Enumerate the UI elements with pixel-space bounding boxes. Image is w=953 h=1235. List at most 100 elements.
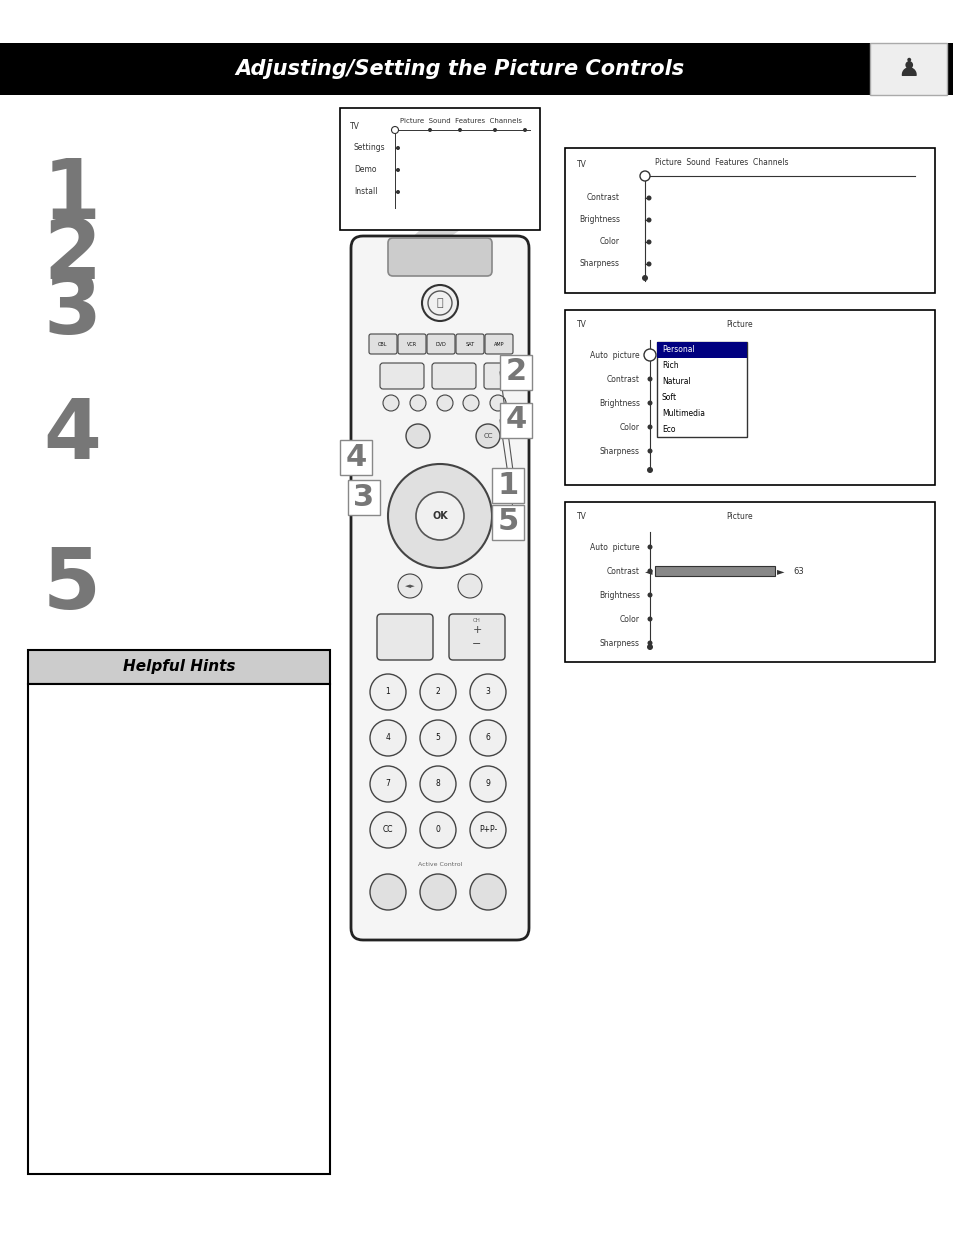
Text: CC: CC bbox=[483, 433, 493, 438]
Text: ⏻: ⏻ bbox=[436, 298, 443, 308]
Text: −: − bbox=[472, 638, 481, 650]
Circle shape bbox=[457, 574, 481, 598]
Circle shape bbox=[397, 574, 421, 598]
Text: 7: 7 bbox=[385, 779, 390, 788]
Circle shape bbox=[641, 275, 647, 282]
Text: CH: CH bbox=[473, 618, 480, 622]
Circle shape bbox=[370, 766, 406, 802]
Bar bbox=[657, 342, 746, 437]
Bar bbox=[348, 480, 379, 515]
Text: 5: 5 bbox=[436, 734, 440, 742]
Text: +: + bbox=[472, 625, 481, 635]
Text: Multimedia: Multimedia bbox=[661, 409, 704, 417]
Text: ♟: ♟ bbox=[896, 57, 919, 82]
Text: TV: TV bbox=[577, 513, 586, 521]
FancyBboxPatch shape bbox=[379, 363, 423, 389]
Text: CC: CC bbox=[382, 825, 393, 835]
Text: Settings: Settings bbox=[354, 143, 385, 152]
Circle shape bbox=[416, 492, 463, 540]
Text: Brightness: Brightness bbox=[598, 590, 639, 599]
Bar bbox=[869, 43, 946, 95]
Bar bbox=[499, 354, 532, 390]
Text: Adjusting/Setting the Picture Controls: Adjusting/Setting the Picture Controls bbox=[235, 59, 684, 79]
Circle shape bbox=[457, 128, 461, 132]
Text: 2: 2 bbox=[43, 215, 101, 296]
Text: 4: 4 bbox=[43, 395, 101, 475]
Text: 3: 3 bbox=[353, 483, 375, 511]
Bar bbox=[28, 650, 330, 684]
Circle shape bbox=[419, 766, 456, 802]
FancyBboxPatch shape bbox=[376, 614, 433, 659]
Circle shape bbox=[647, 568, 652, 573]
Circle shape bbox=[470, 720, 505, 756]
Bar bbox=[655, 566, 774, 576]
Circle shape bbox=[395, 146, 399, 149]
FancyBboxPatch shape bbox=[369, 333, 396, 354]
Text: Picture: Picture bbox=[726, 513, 753, 521]
Circle shape bbox=[476, 424, 499, 448]
Text: DVD: DVD bbox=[436, 342, 446, 347]
Text: Natural: Natural bbox=[661, 377, 690, 387]
Text: TV: TV bbox=[350, 122, 359, 131]
Circle shape bbox=[391, 126, 398, 133]
FancyBboxPatch shape bbox=[397, 333, 426, 354]
Circle shape bbox=[370, 874, 406, 910]
FancyBboxPatch shape bbox=[483, 363, 527, 389]
Circle shape bbox=[406, 424, 430, 448]
Circle shape bbox=[419, 811, 456, 848]
Text: Auto  picture: Auto picture bbox=[590, 542, 639, 552]
Circle shape bbox=[490, 395, 505, 411]
Bar bbox=[339, 107, 539, 230]
Circle shape bbox=[421, 285, 457, 321]
Circle shape bbox=[436, 395, 453, 411]
Text: 1: 1 bbox=[497, 471, 518, 499]
Text: Helpful Hints: Helpful Hints bbox=[123, 659, 235, 674]
Circle shape bbox=[370, 811, 406, 848]
Circle shape bbox=[647, 641, 652, 646]
Text: Color: Color bbox=[619, 422, 639, 431]
Text: Brightness: Brightness bbox=[578, 215, 619, 225]
Circle shape bbox=[646, 240, 651, 245]
Circle shape bbox=[410, 395, 426, 411]
Circle shape bbox=[647, 400, 652, 405]
Text: VCR: VCR bbox=[407, 342, 416, 347]
Bar bbox=[339, 440, 372, 475]
Bar bbox=[492, 468, 523, 503]
Circle shape bbox=[382, 395, 398, 411]
Circle shape bbox=[646, 643, 652, 650]
Text: SAT: SAT bbox=[465, 342, 475, 347]
Circle shape bbox=[470, 811, 505, 848]
Circle shape bbox=[470, 874, 505, 910]
Text: Soft: Soft bbox=[661, 393, 677, 401]
Bar bbox=[657, 342, 746, 358]
Circle shape bbox=[370, 720, 406, 756]
Text: Rich: Rich bbox=[661, 362, 678, 370]
Text: 3: 3 bbox=[485, 688, 490, 697]
Circle shape bbox=[639, 170, 649, 182]
Text: Contrast: Contrast bbox=[606, 567, 639, 576]
Text: 4: 4 bbox=[345, 442, 366, 472]
Bar bbox=[0, 43, 953, 95]
Text: Sharpness: Sharpness bbox=[599, 447, 639, 456]
Text: Color: Color bbox=[619, 615, 639, 624]
Circle shape bbox=[647, 593, 652, 598]
Bar bbox=[564, 148, 934, 293]
Text: 9: 9 bbox=[485, 779, 490, 788]
Text: Picture: Picture bbox=[726, 320, 753, 329]
Text: 3: 3 bbox=[43, 270, 101, 351]
FancyBboxPatch shape bbox=[484, 333, 513, 354]
Circle shape bbox=[388, 464, 492, 568]
Text: 2: 2 bbox=[505, 357, 526, 387]
Text: 0: 0 bbox=[436, 825, 440, 835]
FancyBboxPatch shape bbox=[456, 333, 483, 354]
FancyBboxPatch shape bbox=[351, 236, 529, 940]
Circle shape bbox=[647, 352, 652, 357]
Text: 63: 63 bbox=[792, 567, 803, 576]
FancyBboxPatch shape bbox=[388, 238, 492, 275]
FancyBboxPatch shape bbox=[427, 333, 455, 354]
Circle shape bbox=[646, 467, 652, 473]
Text: 1: 1 bbox=[385, 688, 390, 697]
Text: 1: 1 bbox=[43, 156, 101, 236]
Circle shape bbox=[646, 217, 651, 222]
Polygon shape bbox=[390, 230, 459, 258]
